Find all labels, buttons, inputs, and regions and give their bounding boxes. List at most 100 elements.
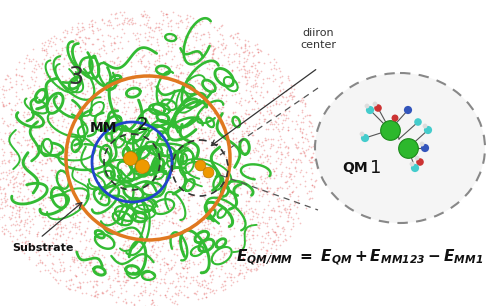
Point (38, 122, 46, 127)
Point (268, 245, 276, 250)
Point (100, 210, 108, 215)
Point (225, 115, 233, 120)
Point (32, 116, 40, 121)
Point (66, 59, 74, 64)
Point (65, 230, 73, 235)
Point (216, 109, 224, 114)
Point (253, 100, 261, 105)
Point (42, 52, 50, 57)
Point (32, 149, 40, 154)
Point (234, 184, 242, 189)
Point (246, 267, 254, 272)
Point (278, 80, 286, 84)
Point (65, 138, 73, 143)
Point (51, 42, 59, 47)
Point (131, 107, 139, 112)
Point (28, 99, 36, 104)
Point (254, 187, 262, 192)
Point (42, 49, 50, 54)
Point (234, 122, 242, 127)
Point (210, 24, 218, 29)
Point (72, 92, 80, 97)
Point (48, 67, 56, 72)
Point (40, 153, 48, 158)
Point (88, 123, 96, 128)
Point (169, 168, 177, 173)
Point (17, 218, 25, 223)
Point (188, 275, 196, 280)
Point (156, 150, 164, 155)
Point (26, 136, 34, 141)
Point (186, 30, 194, 35)
Point (240, 55, 248, 60)
Point (54, 183, 62, 188)
Point (264, 202, 272, 207)
Point (5, 101, 13, 106)
Point (0, 177, 4, 181)
Point (105, 176, 113, 181)
Point (204, 59, 212, 64)
Point (134, 212, 141, 217)
Point (162, 161, 170, 166)
Point (0, 215, 3, 219)
Point (80, 42, 88, 47)
Point (160, 218, 168, 223)
Point (262, 249, 270, 254)
Point (172, 220, 180, 225)
Point (148, 244, 156, 249)
Point (111, 41, 119, 46)
Point (38, 238, 46, 243)
Point (36, 115, 44, 120)
Point (278, 198, 286, 203)
Point (22, 238, 30, 243)
Point (270, 168, 278, 173)
Point (176, 36, 184, 41)
Point (298, 146, 306, 151)
Point (64, 150, 72, 155)
Point (188, 146, 196, 151)
Point (199, 91, 207, 96)
Point (244, 174, 252, 179)
Point (52, 168, 60, 173)
Point (108, 59, 116, 64)
Point (28, 58, 36, 63)
Point (190, 78, 198, 83)
Point (201, 173, 209, 178)
Point (114, 79, 122, 84)
Point (297, 160, 305, 165)
Point (236, 267, 244, 272)
Point (253, 75, 261, 80)
Point (108, 289, 116, 294)
Point (160, 112, 168, 117)
Point (116, 40, 124, 45)
Point (248, 209, 256, 214)
Point (276, 137, 284, 142)
Point (198, 279, 206, 284)
Point (100, 130, 108, 135)
Point (76, 285, 84, 290)
Point (152, 66, 160, 71)
Point (95, 60, 103, 65)
Point (29, 47, 37, 52)
Point (169, 88, 177, 92)
Point (136, 224, 143, 229)
Point (80, 76, 88, 81)
Point (96, 117, 104, 121)
Point (110, 159, 118, 164)
Point (162, 214, 170, 218)
Point (0, 152, 2, 157)
Point (243, 190, 251, 195)
Point (241, 68, 249, 73)
Point (64, 91, 72, 96)
Point (270, 169, 278, 174)
Point (44, 43, 52, 48)
Point (185, 79, 193, 84)
Point (110, 137, 118, 142)
Point (48, 260, 56, 265)
Point (80, 24, 88, 29)
Point (122, 289, 130, 294)
Point (122, 277, 130, 282)
Point (176, 87, 184, 91)
Point (186, 281, 194, 285)
Point (22, 202, 30, 207)
